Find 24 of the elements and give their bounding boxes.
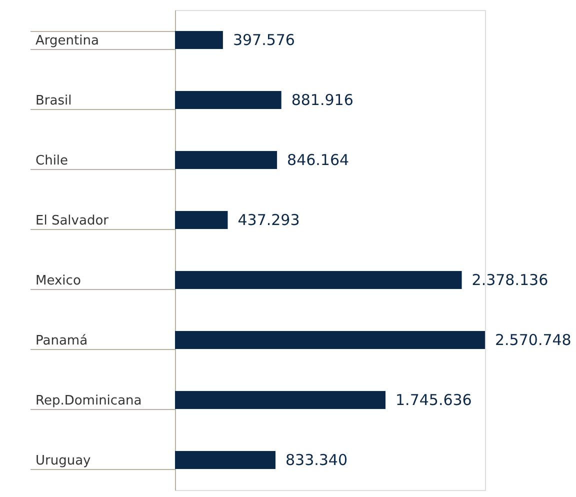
data-label: 1.745.636 xyxy=(396,391,472,409)
bar xyxy=(175,271,462,289)
y-tick-label: Argentina xyxy=(36,34,99,48)
bar xyxy=(175,451,276,469)
y-tick-label: El Salvador xyxy=(36,214,110,228)
bar xyxy=(175,91,282,109)
y-tick-label: Panamá xyxy=(36,334,88,348)
y-tick-label: Rep.Dominicana xyxy=(36,394,142,408)
data-label: 2.570.748 xyxy=(495,331,572,349)
data-label: 881.916 xyxy=(291,91,354,109)
y-tick-label: Uruguay xyxy=(36,454,92,468)
y-tick-label: Chile xyxy=(36,154,68,168)
data-label: 833.340 xyxy=(285,451,348,469)
y-tick-label: Mexico xyxy=(36,274,81,288)
bar xyxy=(175,151,278,169)
data-label: 2.378.136 xyxy=(472,271,548,289)
bar xyxy=(175,211,228,229)
data-label: 397.576 xyxy=(232,31,295,49)
data-label: 437.293 xyxy=(238,211,300,229)
bar xyxy=(175,31,223,49)
y-tick-label: Brasil xyxy=(36,94,72,108)
data-label: 846.164 xyxy=(287,151,350,169)
bar xyxy=(175,391,386,409)
bar xyxy=(175,331,485,349)
